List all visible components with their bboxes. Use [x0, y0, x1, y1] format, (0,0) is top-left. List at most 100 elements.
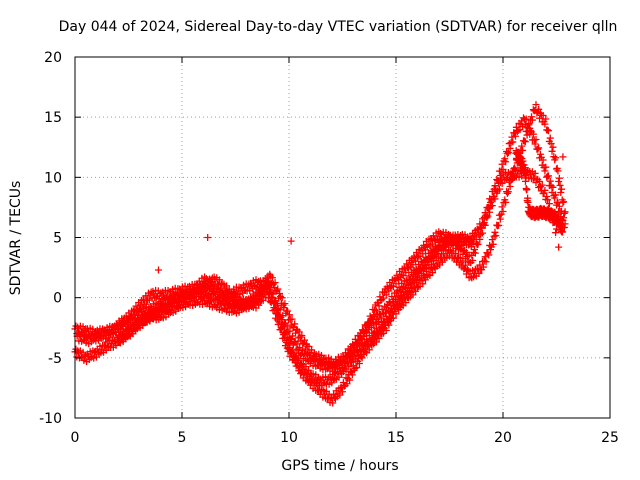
data-point — [476, 261, 484, 269]
data-point — [469, 240, 477, 248]
data-point — [271, 279, 279, 287]
data-point — [275, 316, 283, 324]
data-point — [476, 235, 484, 243]
data-point — [478, 229, 486, 237]
data-point — [552, 154, 560, 162]
data-point — [481, 253, 489, 261]
data-point — [541, 167, 549, 175]
data-point — [504, 188, 512, 196]
data-point — [218, 288, 226, 296]
data-point — [528, 116, 536, 124]
data-point — [554, 167, 562, 175]
data-point — [427, 265, 435, 273]
y-tick-label: 20 — [44, 50, 62, 66]
data-point — [273, 309, 281, 317]
data-point — [521, 138, 529, 146]
data-point — [469, 256, 477, 264]
data-point — [421, 262, 429, 270]
data-point — [377, 314, 385, 322]
data-point — [388, 310, 396, 318]
data-point — [301, 336, 309, 344]
data-point — [519, 157, 527, 165]
data-point — [350, 344, 358, 352]
data-point — [381, 322, 389, 330]
data-point — [521, 164, 529, 172]
data-point — [133, 318, 141, 326]
data-point — [555, 174, 563, 182]
data-point — [402, 299, 410, 307]
data-point — [215, 276, 223, 284]
data-point — [274, 320, 282, 328]
data-point — [408, 284, 416, 292]
data-point — [557, 188, 565, 196]
data-point — [412, 287, 420, 295]
data-point — [372, 307, 380, 315]
data-point — [419, 280, 427, 288]
data-point — [255, 297, 263, 305]
data-point — [282, 336, 290, 344]
data-point — [298, 332, 306, 340]
data-point — [382, 326, 390, 334]
data-point — [285, 311, 293, 319]
data-point — [503, 189, 511, 197]
data-point — [529, 130, 537, 138]
data-point — [384, 306, 392, 314]
data-point — [268, 296, 276, 304]
data-point — [509, 138, 517, 146]
data-point — [264, 293, 272, 301]
data-point — [531, 169, 539, 177]
data-point — [531, 140, 539, 148]
x-tick-label: 5 — [178, 430, 187, 446]
data-point — [429, 247, 437, 255]
data-point — [528, 113, 536, 121]
x-tick-label: 15 — [387, 430, 405, 446]
series-track-e — [512, 147, 567, 236]
data-point — [154, 266, 162, 274]
data-point — [532, 101, 540, 109]
data-point — [286, 340, 294, 348]
data-point — [362, 344, 370, 352]
data-point — [277, 326, 285, 334]
y-axis-label: SDTVAR / TECUs — [8, 181, 24, 296]
data-point — [284, 307, 292, 315]
data-point — [358, 334, 366, 342]
data-point — [559, 153, 567, 161]
data-point — [501, 155, 509, 163]
axis-ticks: 0 5 10 15 20 25 -10 -5 0 5 10 15 20 — [39, 50, 619, 446]
data-point — [536, 183, 544, 191]
x-tick-label: 25 — [601, 430, 619, 446]
data-point — [480, 257, 488, 265]
data-point — [499, 207, 507, 215]
x-tick-label: 20 — [494, 430, 512, 446]
data-point — [519, 146, 527, 154]
data-point — [391, 295, 399, 303]
data-point — [549, 143, 557, 151]
data-point — [131, 311, 139, 319]
data-point — [506, 183, 514, 191]
x-tick-label: 0 — [71, 430, 80, 446]
data-point — [478, 224, 486, 232]
data-point — [542, 115, 550, 123]
data-point — [355, 360, 363, 368]
data-point — [486, 208, 494, 216]
data-point — [262, 282, 270, 290]
data-point — [260, 286, 268, 294]
data-point — [404, 281, 412, 289]
chart-title: Day 044 of 2024, Sidereal Day-to-day VTE… — [59, 19, 618, 35]
data-point — [495, 211, 503, 219]
data-point — [274, 285, 282, 293]
data-point — [545, 200, 553, 208]
data-point — [386, 314, 394, 322]
data-point — [258, 292, 266, 300]
data-point — [503, 150, 511, 158]
data-point — [541, 186, 549, 194]
y-tick-label: -10 — [39, 411, 62, 427]
x-axis-label: GPS time / hours — [281, 458, 398, 474]
data-point — [341, 358, 349, 366]
data-point — [544, 126, 552, 134]
data-point — [555, 243, 563, 251]
data-point — [560, 209, 568, 217]
data-point — [538, 181, 546, 189]
data-point — [353, 364, 361, 372]
data-point — [485, 203, 493, 211]
